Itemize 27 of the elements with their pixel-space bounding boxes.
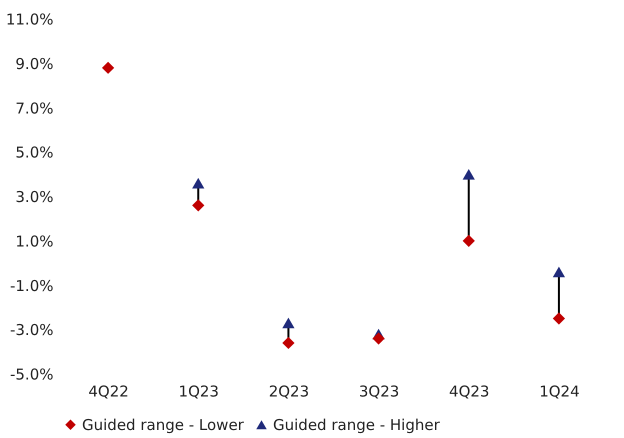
y-tick-label: -5.0% — [10, 366, 54, 384]
x-tick-label: 4Q23 — [449, 382, 490, 400]
y-tick-label: 7.0% — [15, 99, 54, 118]
y-tick-label: -3.0% — [10, 321, 54, 340]
y-tick-label: 3.0% — [15, 188, 54, 206]
point — [192, 178, 204, 188]
point — [552, 266, 566, 278]
y-tick-label: 5.0% — [15, 144, 54, 162]
point — [372, 332, 385, 345]
point — [462, 169, 475, 180]
x-tick-label: 1Q24 — [539, 382, 580, 400]
y-tick-label: -1.0% — [10, 276, 54, 295]
y-tick-label: 1.0% — [15, 232, 54, 250]
point — [282, 318, 295, 328]
x-tick-label: 3Q23 — [358, 382, 400, 400]
legend-label: Guided range - Lower — [82, 416, 245, 434]
y-tick-label: 9.0% — [15, 54, 54, 73]
point — [552, 312, 566, 325]
x-tick-label: 1Q23 — [178, 382, 219, 400]
point — [462, 234, 475, 247]
x-tick-label: 4Q22 — [88, 382, 129, 400]
x-tick-label: 2Q23 — [268, 382, 310, 400]
point — [282, 336, 295, 350]
point — [102, 62, 114, 74]
point — [192, 199, 204, 212]
legend-label: Guided range - Higher — [273, 416, 441, 434]
y-tick-label: 11.0% — [6, 10, 54, 28]
